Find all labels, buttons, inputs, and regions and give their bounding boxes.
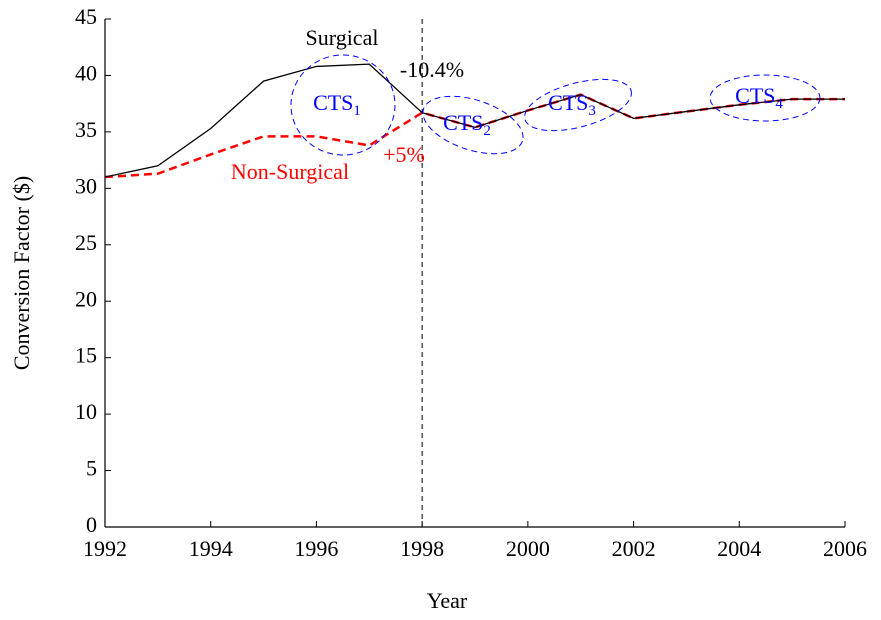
x-tick-label: 2002 bbox=[612, 536, 656, 561]
series-line bbox=[104, 93, 845, 179]
y-tick-label: 40 bbox=[75, 60, 97, 85]
annotation: +5% bbox=[383, 142, 425, 167]
x-tick-label: 1996 bbox=[294, 536, 338, 561]
period-label: CTS4 bbox=[735, 83, 783, 112]
y-axis-label: Conversion Factor ($) bbox=[9, 176, 34, 370]
y-tick-label: 0 bbox=[86, 512, 97, 537]
x-tick-label: 1992 bbox=[83, 536, 127, 561]
y-tick-label: 10 bbox=[75, 399, 97, 424]
period-outline bbox=[290, 54, 396, 156]
y-tick-label: 30 bbox=[75, 173, 97, 198]
x-tick-label: 1994 bbox=[189, 536, 233, 561]
period-outline bbox=[524, 78, 632, 132]
x-tick-label: 2004 bbox=[717, 536, 761, 561]
period-name: CTS bbox=[735, 83, 775, 108]
period-name: CTS bbox=[548, 90, 588, 115]
annotation: -10.4% bbox=[400, 57, 464, 82]
series-label: Surgical bbox=[306, 25, 379, 50]
period-label: CTS2 bbox=[443, 110, 491, 139]
y-tick-label: 20 bbox=[75, 286, 97, 311]
series-line bbox=[104, 63, 845, 178]
period-sub: 1 bbox=[353, 103, 361, 119]
y-tick-label: 15 bbox=[75, 343, 97, 368]
series-label: Non-Surgical bbox=[231, 159, 349, 184]
period-sub: 2 bbox=[483, 123, 491, 139]
period-name: CTS bbox=[443, 110, 483, 135]
y-tick-label: 35 bbox=[75, 117, 97, 142]
x-tick-label: 2000 bbox=[506, 536, 550, 561]
x-axis-label: Year bbox=[427, 588, 468, 613]
period-sub: 4 bbox=[775, 96, 783, 112]
period-label: CTS3 bbox=[548, 90, 596, 119]
x-tick-label: 1998 bbox=[400, 536, 444, 561]
period-sub: 3 bbox=[588, 103, 596, 119]
period-outline bbox=[709, 74, 821, 122]
period-label: CTS1 bbox=[313, 90, 361, 119]
period-name: CTS bbox=[313, 90, 353, 115]
y-tick-label: 45 bbox=[75, 4, 97, 29]
y-tick-label: 5 bbox=[86, 456, 97, 481]
x-tick-label: 2006 bbox=[823, 536, 867, 561]
y-tick-label: 25 bbox=[75, 230, 97, 255]
